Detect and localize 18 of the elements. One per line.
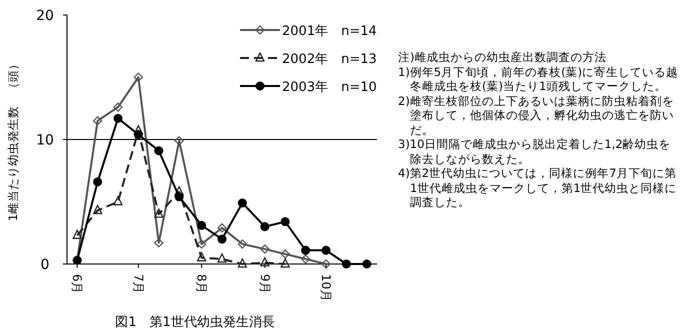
text: 4)第2世代幼虫については，同様に例年7月下旬に第1世代雌成虫をマークして，第1世代幼虫と同様に調査した。 bbox=[398, 166, 678, 210]
text: 2)雌寄生枝部位の上下あるいは葉柄に防虫粘着剤を塗布して，他個体の侵入，孵化幼虫の逃亡を防いだ。 bbox=[398, 94, 675, 137]
y-axis-title: 1雌当たり幼虫発生数 （頭） bbox=[6, 58, 20, 222]
x-tick-label: 6月 bbox=[70, 274, 84, 294]
x-tick-label: 7月 bbox=[131, 274, 146, 294]
y-tick-label: 20 bbox=[36, 8, 54, 24]
x-tick-label: 8月 bbox=[194, 274, 209, 294]
legend-label: 2002年 n=13 bbox=[282, 52, 377, 67]
y-tick-label: 0 bbox=[40, 257, 50, 273]
text: 1)例年5月下旬頃，前年の春枝(葉)に寄生している越冬雌成虫を枝(葉)当たり1頭残してマークした。 bbox=[398, 64, 680, 94]
legend-label: 2003年 n=10 bbox=[282, 80, 377, 95]
y-tick-label: 10 bbox=[36, 132, 54, 148]
text: 図1 第1世代幼虫発生消長 bbox=[115, 315, 275, 330]
legend-label: 2001年 n=14 bbox=[282, 24, 377, 39]
x-tick-label: 9月 bbox=[258, 274, 272, 294]
x-tick-label: 10月 bbox=[319, 274, 334, 302]
text: 注)雌成虫からの幼虫産出数調査の方法 bbox=[398, 50, 608, 64]
text: 3)10日間隔で雌成虫から脱出定着した1,2齢幼虫を除去しながら数えた。 bbox=[398, 137, 672, 166]
